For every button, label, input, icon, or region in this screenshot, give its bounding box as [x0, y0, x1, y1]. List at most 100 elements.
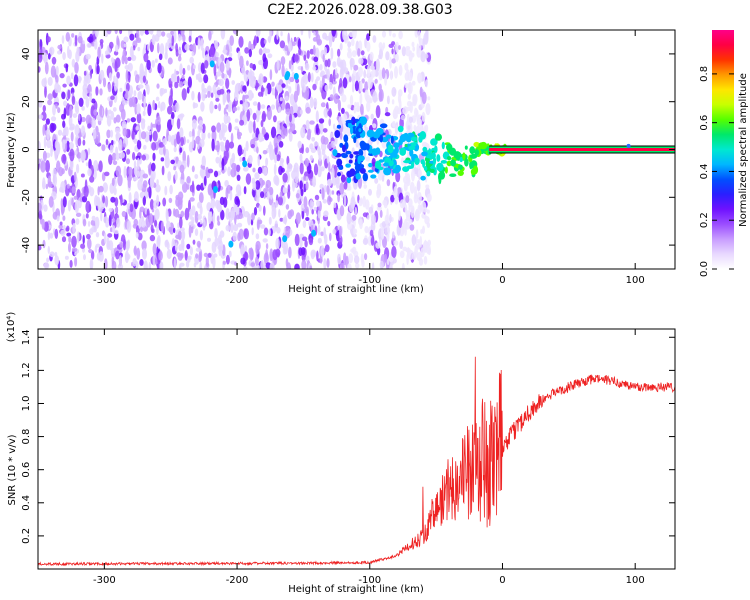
noise-cell — [145, 190, 149, 198]
noise-cell — [299, 162, 304, 175]
signal-cell — [282, 235, 288, 243]
noise-cell — [375, 105, 381, 119]
noise-cell — [408, 218, 413, 225]
noise-cell — [361, 259, 365, 268]
noise-cell — [411, 52, 415, 58]
noise-cell — [42, 52, 48, 62]
noise-cell — [47, 53, 51, 60]
noise-cell — [46, 257, 50, 263]
noise-cell — [143, 53, 149, 63]
noise-cell — [74, 200, 80, 214]
noise-cell — [328, 81, 333, 90]
noise-cell — [139, 191, 145, 199]
noise-cell — [71, 197, 74, 207]
noise-cell — [353, 105, 357, 114]
noise-cell — [43, 204, 48, 212]
noise-cell — [182, 34, 186, 43]
noise-cell — [249, 62, 254, 69]
noise-cell — [132, 257, 137, 267]
noise-cell — [123, 100, 128, 105]
noise-cell — [114, 127, 121, 134]
noise-cell — [396, 107, 401, 115]
noise-cell — [255, 244, 260, 255]
noise-cell — [189, 197, 195, 202]
noise-cell — [351, 50, 357, 58]
noise-cell — [418, 30, 421, 42]
noise-cell — [178, 244, 183, 252]
noise-cell — [364, 226, 369, 234]
noise-cell — [268, 216, 272, 225]
noise-cell — [405, 195, 410, 204]
noise-cell — [353, 227, 356, 236]
signal-cell — [399, 134, 406, 143]
snr-plot-area — [38, 329, 675, 569]
noise-cell — [135, 37, 141, 43]
noise-cell — [152, 254, 156, 267]
noise-cell — [278, 196, 283, 206]
noise-cell — [264, 87, 268, 96]
noise-cell — [168, 95, 173, 107]
noise-cell — [75, 218, 80, 225]
snr-y-tick-label: 0.6 — [21, 462, 32, 478]
noise-cell — [95, 232, 100, 238]
noise-cell — [299, 237, 303, 248]
noise-cell — [47, 175, 52, 188]
noise-cell — [200, 62, 205, 74]
noise-cell — [247, 154, 253, 164]
noise-cell — [372, 35, 377, 43]
noise-cell — [199, 138, 205, 148]
noise-cell — [253, 120, 256, 134]
noise-cell — [46, 36, 51, 43]
noise-cell — [49, 122, 55, 133]
noise-cell — [372, 91, 378, 103]
noise-cell — [192, 127, 195, 139]
noise-cell — [112, 218, 116, 223]
noise-cell — [174, 81, 179, 89]
noise-cell — [87, 147, 91, 155]
noise-cell — [218, 78, 224, 87]
signal-cell — [457, 170, 464, 177]
noise-cell — [322, 199, 327, 204]
noise-cell — [69, 148, 75, 162]
noise-cell — [73, 195, 78, 200]
signal-cell — [360, 143, 368, 151]
noise-cell — [232, 231, 237, 241]
noise-cell — [219, 141, 225, 147]
noise-cell — [260, 260, 265, 269]
noise-cell — [174, 102, 180, 113]
noise-cell — [407, 72, 413, 82]
noise-cell — [331, 190, 335, 195]
noise-cell — [263, 227, 269, 236]
noise-cell — [114, 30, 118, 35]
signal-cell — [366, 129, 375, 138]
noise-cell — [65, 32, 71, 42]
noise-cell — [237, 144, 243, 157]
signal-cell — [453, 151, 461, 159]
signal-cell — [403, 160, 411, 164]
signal-cell — [341, 153, 348, 159]
noise-cell — [412, 93, 418, 105]
noise-cell — [347, 104, 352, 109]
noise-cell — [87, 123, 92, 129]
noise-cell — [346, 50, 353, 59]
noise-cell — [343, 30, 347, 36]
noise-cell — [111, 225, 116, 233]
noise-cell — [110, 95, 115, 100]
noise-cell — [260, 87, 265, 92]
noise-cell — [192, 101, 196, 109]
noise-cell — [151, 141, 157, 151]
noise-cell — [389, 262, 393, 269]
carrier-line — [489, 143, 675, 154]
noise-cell — [140, 131, 147, 140]
noise-cell — [120, 108, 126, 121]
noise-cell — [189, 56, 194, 64]
noise-cell — [224, 180, 229, 187]
noise-cell — [343, 125, 347, 136]
noise-cell — [234, 196, 240, 205]
noise-cell — [256, 110, 261, 116]
noise-cell — [408, 249, 414, 261]
noise-cell — [408, 116, 413, 123]
noise-cell — [58, 224, 63, 229]
noise-cell — [350, 248, 355, 253]
